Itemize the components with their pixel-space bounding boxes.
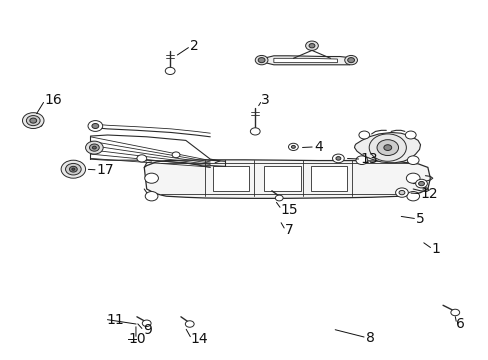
Circle shape	[376, 140, 398, 156]
Circle shape	[405, 131, 415, 139]
Text: 15: 15	[280, 203, 298, 216]
Circle shape	[308, 44, 314, 48]
Circle shape	[85, 141, 103, 154]
Text: 16: 16	[44, 93, 61, 107]
Circle shape	[72, 168, 75, 170]
Text: 10: 10	[128, 332, 145, 346]
Polygon shape	[144, 160, 429, 198]
Circle shape	[258, 58, 264, 63]
Circle shape	[250, 128, 260, 135]
Text: 1: 1	[431, 242, 440, 256]
Circle shape	[347, 58, 354, 63]
Text: 9: 9	[142, 324, 151, 337]
Text: 7: 7	[284, 224, 293, 237]
Circle shape	[185, 321, 194, 327]
Bar	[212, 166, 249, 191]
Text: 3: 3	[261, 93, 269, 107]
Text: 13: 13	[360, 152, 377, 166]
Circle shape	[69, 166, 77, 172]
Circle shape	[407, 156, 418, 165]
Circle shape	[415, 179, 427, 188]
Circle shape	[305, 41, 318, 50]
Circle shape	[406, 173, 419, 183]
Circle shape	[395, 188, 407, 197]
Circle shape	[275, 195, 283, 201]
Circle shape	[172, 152, 180, 158]
Circle shape	[88, 121, 102, 131]
Circle shape	[22, 113, 44, 129]
Circle shape	[406, 192, 419, 201]
Circle shape	[165, 67, 175, 75]
Circle shape	[145, 192, 158, 201]
Circle shape	[291, 145, 295, 148]
Text: 17: 17	[97, 163, 114, 177]
Text: 8: 8	[365, 331, 374, 345]
Circle shape	[144, 173, 158, 183]
Text: 5: 5	[415, 212, 424, 226]
Circle shape	[255, 55, 267, 65]
Circle shape	[65, 163, 81, 175]
Text: 2: 2	[189, 39, 198, 53]
Bar	[310, 166, 346, 191]
Text: 14: 14	[190, 332, 208, 346]
Text: 4: 4	[313, 140, 322, 154]
Circle shape	[92, 146, 96, 149]
Bar	[264, 166, 300, 191]
Circle shape	[61, 160, 85, 178]
Circle shape	[30, 118, 37, 123]
Circle shape	[142, 320, 151, 327]
Circle shape	[383, 145, 391, 150]
Circle shape	[332, 154, 344, 163]
Text: 6: 6	[455, 317, 464, 331]
Circle shape	[92, 123, 99, 129]
Polygon shape	[24, 116, 43, 128]
Polygon shape	[259, 56, 351, 65]
Circle shape	[89, 144, 99, 151]
Circle shape	[398, 190, 404, 195]
Circle shape	[288, 143, 298, 150]
Circle shape	[344, 55, 357, 65]
Circle shape	[418, 181, 424, 186]
Polygon shape	[354, 132, 420, 163]
Circle shape	[450, 309, 459, 316]
Text: 12: 12	[420, 187, 437, 201]
Circle shape	[355, 156, 367, 165]
Circle shape	[335, 157, 340, 160]
Circle shape	[368, 134, 406, 161]
Text: 11: 11	[106, 313, 124, 327]
Circle shape	[26, 116, 40, 126]
Circle shape	[358, 131, 369, 139]
Circle shape	[137, 155, 146, 162]
Polygon shape	[273, 58, 337, 63]
